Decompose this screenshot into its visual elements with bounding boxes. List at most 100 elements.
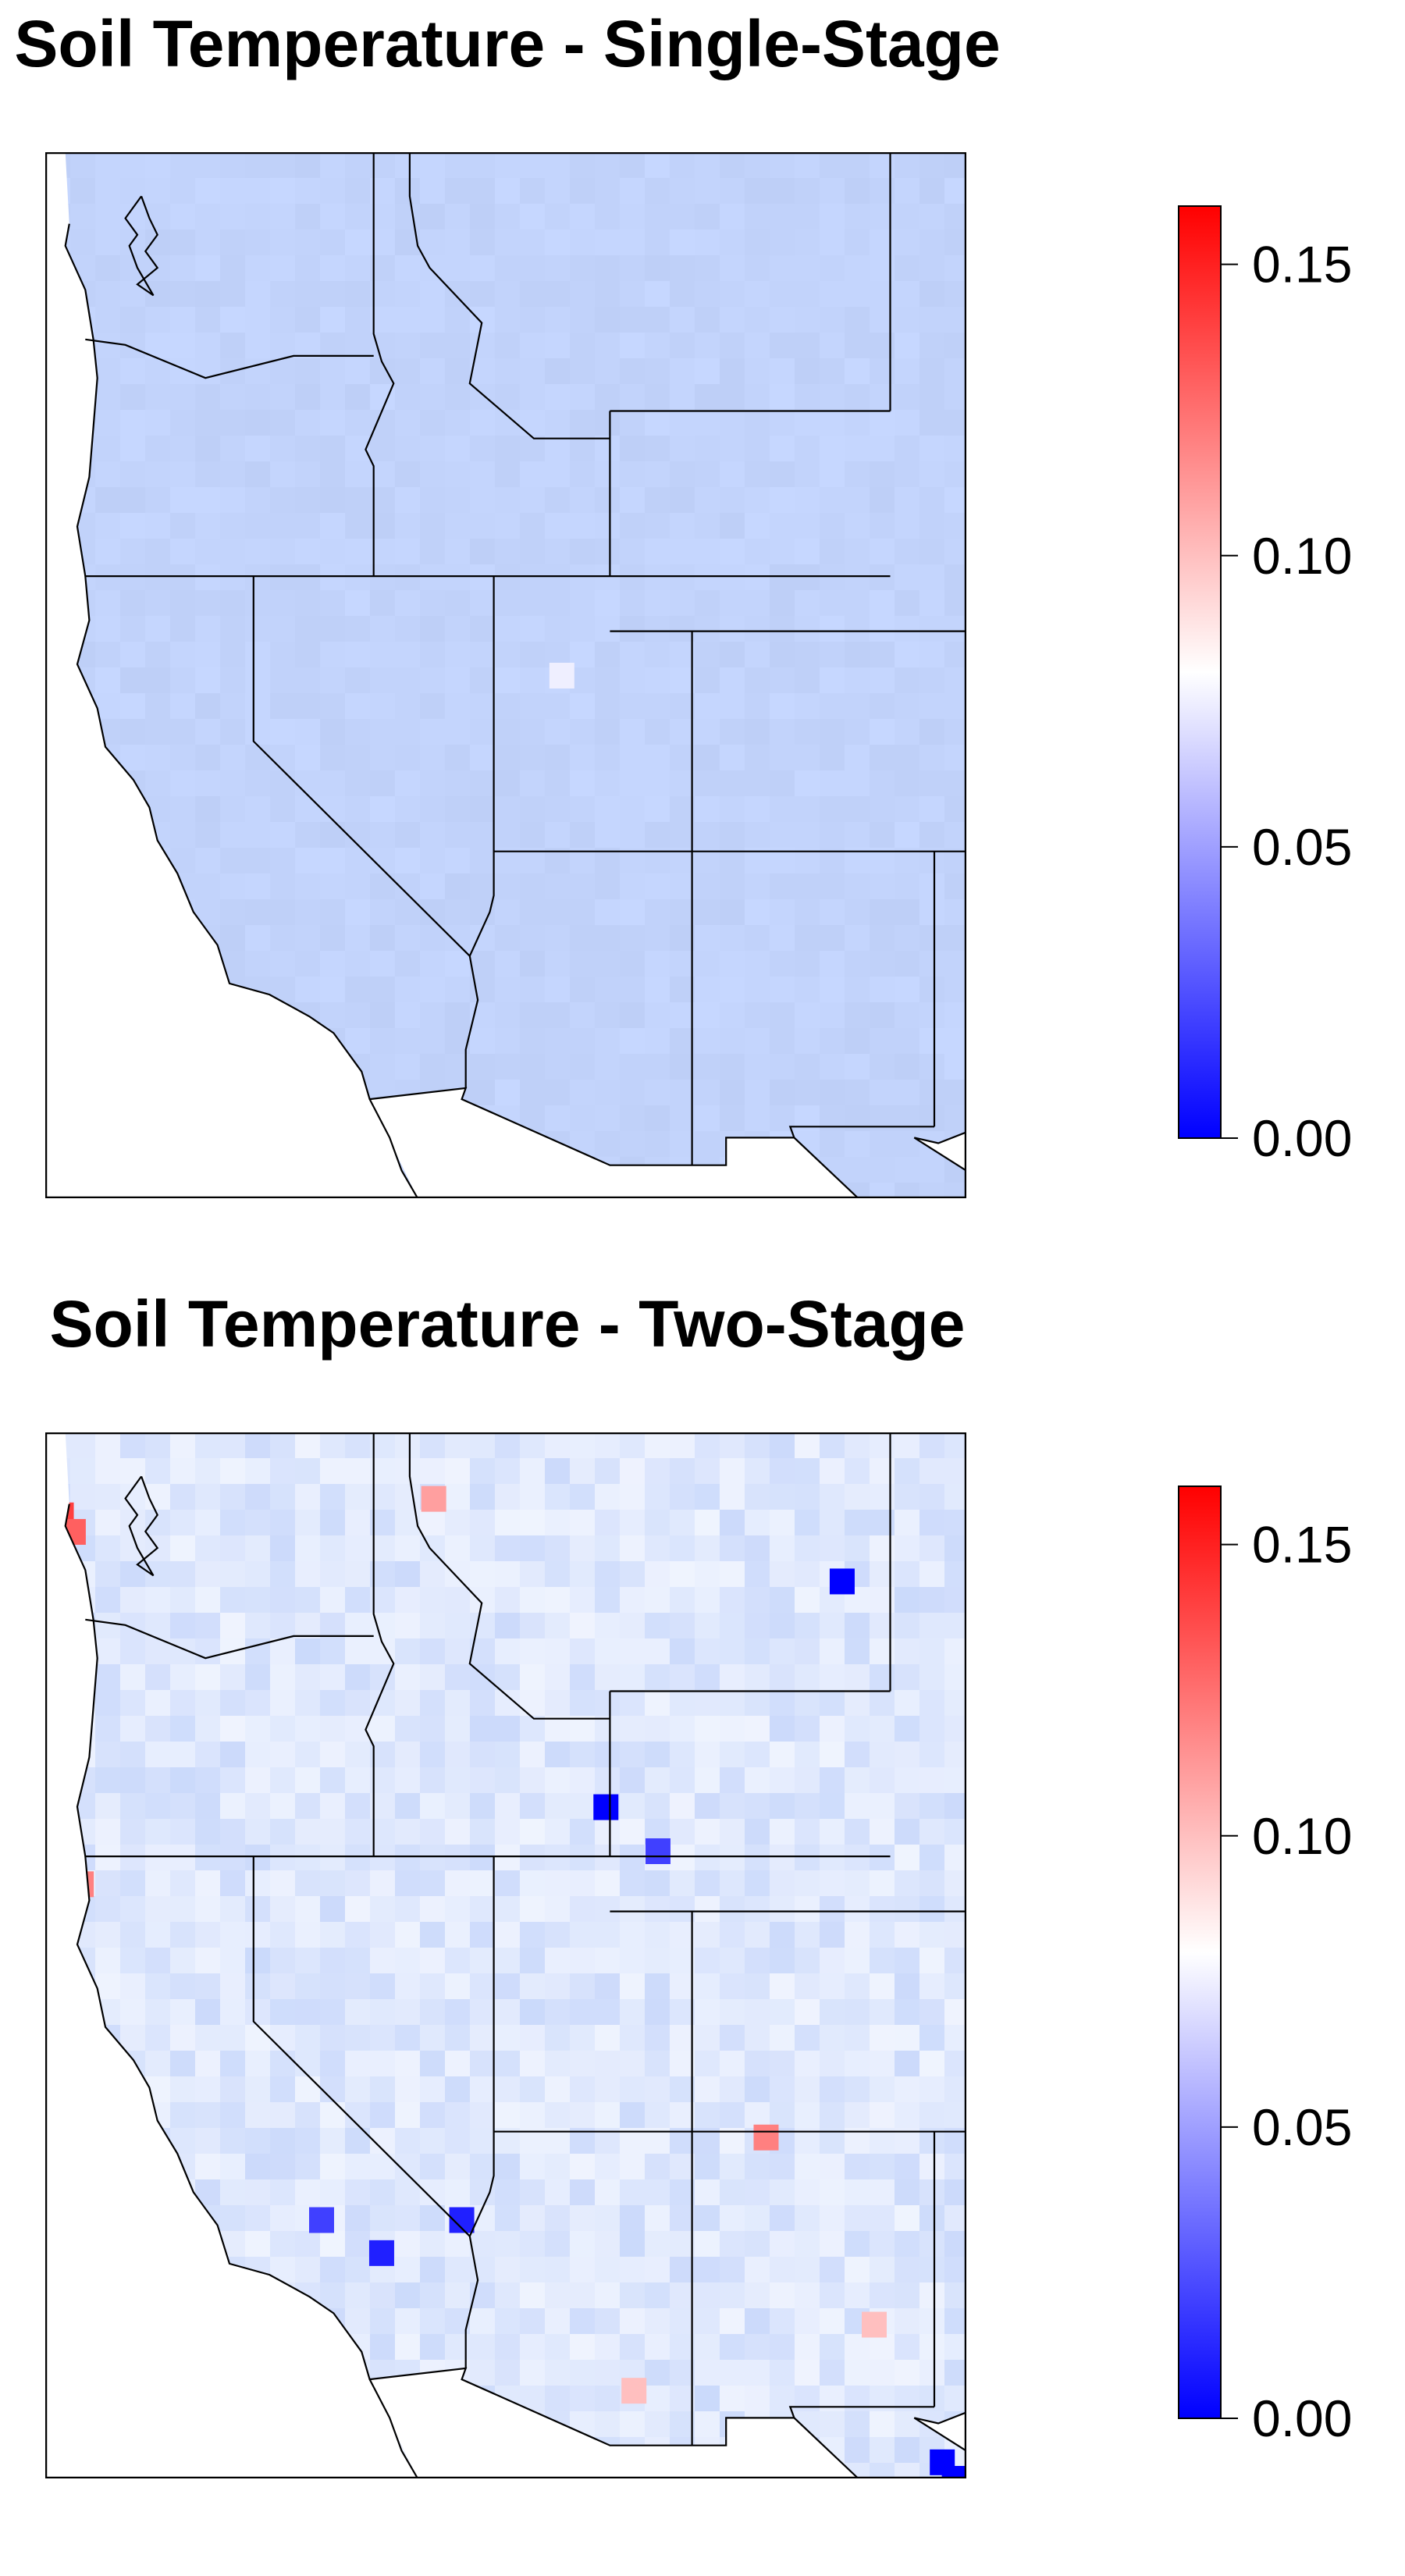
raster-cell [295,1716,321,1742]
raster-cell [345,642,371,668]
raster-cell [295,1432,321,1459]
raster-cell [570,822,596,849]
raster-cell [570,281,596,308]
raster-cell [70,2231,96,2258]
raster-cell [270,2128,296,2154]
raster-cell [395,384,421,411]
raster-cell [845,1716,870,1742]
raster-cell [65,2025,71,2051]
raster-cell [919,229,945,256]
raster-cell [944,1948,966,1974]
raster-cell [770,1793,795,1820]
raster-cell [195,281,221,308]
raster-cell [919,1458,945,1485]
raster-cell [65,1948,71,1974]
raster-cell [545,1999,571,2026]
highlight-cell [593,1794,619,1820]
raster-cell [695,2386,720,2412]
raster-cell [245,719,271,745]
raster-cell [95,204,121,230]
raster-cell [170,410,196,436]
raster-cell [120,642,146,668]
raster-cell [270,358,296,385]
raster-cell [944,951,966,977]
raster-cell [919,1896,945,1923]
raster-cell [65,1973,71,2000]
raster-cell [65,667,71,694]
raster-cell [520,2076,546,2103]
raster-cell [195,384,221,411]
raster-cell [845,1028,870,1055]
raster-cell [445,307,471,333]
raster-cell [395,2102,421,2129]
raster-cell [195,1002,221,1029]
raster-cell [895,1054,920,1080]
raster-cell [95,2205,121,2232]
raster-cell [345,384,371,411]
raster-cell [695,2205,720,2232]
raster-cell [770,1870,795,1897]
raster-cell [195,1948,221,1974]
raster-cell [220,1742,246,1768]
raster-cell [270,1793,296,1820]
raster-cell [445,796,471,823]
raster-cell [645,693,670,720]
raster-cell [545,1793,571,1820]
raster-cell [145,1896,171,1923]
raster-cell [395,2334,421,2361]
raster-cell [595,1028,621,1055]
raster-cell [270,1999,296,2026]
raster-cell [670,2025,695,2051]
raster-cell [870,1587,895,1614]
raster-cell [720,1510,745,1536]
raster-cell [720,1767,745,1794]
raster-cell [295,1767,321,1794]
raster-cell [695,436,720,462]
raster-cell [420,410,446,436]
raster-cell [220,1870,246,1897]
raster-cell [870,255,895,282]
raster-cell [720,667,745,694]
raster-cell [745,513,770,539]
raster-cell [520,1690,546,1717]
raster-cell [595,1131,621,1158]
raster-cell [795,1613,820,1639]
raster-cell [870,1510,895,1536]
raster-cell [620,1742,646,1768]
raster-cell [395,2025,421,2051]
raster-cell [195,333,221,359]
raster-cell [795,1484,820,1510]
raster-cell [795,1742,820,1768]
raster-cell [145,1002,171,1029]
raster-cell [670,616,695,642]
raster-cell [145,384,171,411]
raster-cell [944,436,966,462]
raster-cell [895,1922,920,1948]
raster-cell [345,848,371,874]
raster-cell [245,925,271,952]
raster-cell [620,2154,646,2180]
raster-cell [545,2076,571,2103]
raster-cell [270,2360,296,2386]
raster-cell [520,1561,546,1588]
raster-cell [120,590,146,617]
raster-cell [595,281,621,308]
raster-cell [695,951,720,977]
raster-cell [620,204,646,230]
raster-cell [645,1896,670,1923]
raster-cell [195,2334,221,2361]
raster-cell [495,1716,521,1742]
raster-cell [570,539,596,565]
raster-cell [445,1484,471,1510]
raster-cell [520,925,546,952]
raster-cell [145,1664,171,1691]
raster-cell [95,1535,121,1562]
raster-cell [870,1870,895,1897]
raster-cell [495,1484,521,1510]
raster-cell [145,1458,171,1485]
raster-cell [820,2154,845,2180]
raster-cell [170,2205,196,2232]
raster-cell [845,2154,870,2180]
raster-cell [495,281,521,308]
raster-cell [695,899,720,926]
